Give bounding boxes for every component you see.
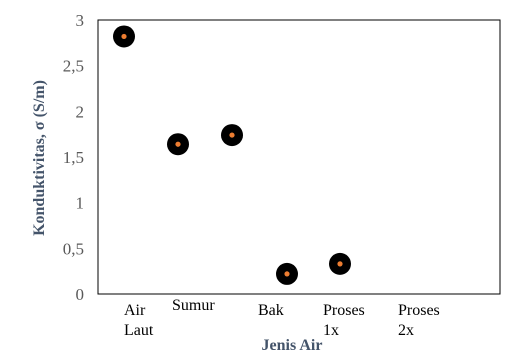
data-point-center [175, 141, 181, 147]
y-tick-label: 2 [76, 102, 85, 121]
y-tick-label: 3 [76, 11, 85, 30]
y-tick-label: 1,5 [63, 148, 84, 167]
data-point-center [284, 271, 290, 277]
data-point [221, 124, 243, 147]
y-tick-label: 0,5 [63, 239, 84, 258]
y-axis-title: Konduktivitas, σ (S/m) [31, 80, 48, 236]
plot-area [97, 19, 501, 295]
y-tick-label: 0 [76, 285, 85, 304]
data-point-center [121, 33, 127, 40]
x-category-labels: Air Laut Sumur Bak Proses 1x Proses 2x [124, 297, 440, 339]
data-point-center [229, 132, 235, 138]
x-category-label: Laut [124, 322, 154, 339]
x-category-label: Proses [323, 302, 365, 319]
x-category-label: Bak [258, 302, 284, 319]
data-point [329, 252, 351, 275]
y-tick-label: 2,5 [63, 57, 84, 76]
x-category-label: Sumur [172, 297, 215, 314]
x-category-label: Proses [398, 302, 440, 319]
data-point [167, 133, 189, 156]
y-tick-labels: 0 0,5 1 1,5 2 2,5 3 [63, 11, 84, 304]
data-point [276, 262, 298, 285]
data-points [113, 25, 351, 285]
data-point [113, 25, 135, 48]
x-category-label: 1x [323, 322, 339, 339]
y-tick-label: 1 [76, 194, 85, 213]
x-axis-title: Jenis Air [262, 337, 323, 354]
x-category-label: 2x [398, 322, 414, 339]
x-category-label: Air [124, 302, 146, 319]
data-point-center [337, 261, 343, 267]
